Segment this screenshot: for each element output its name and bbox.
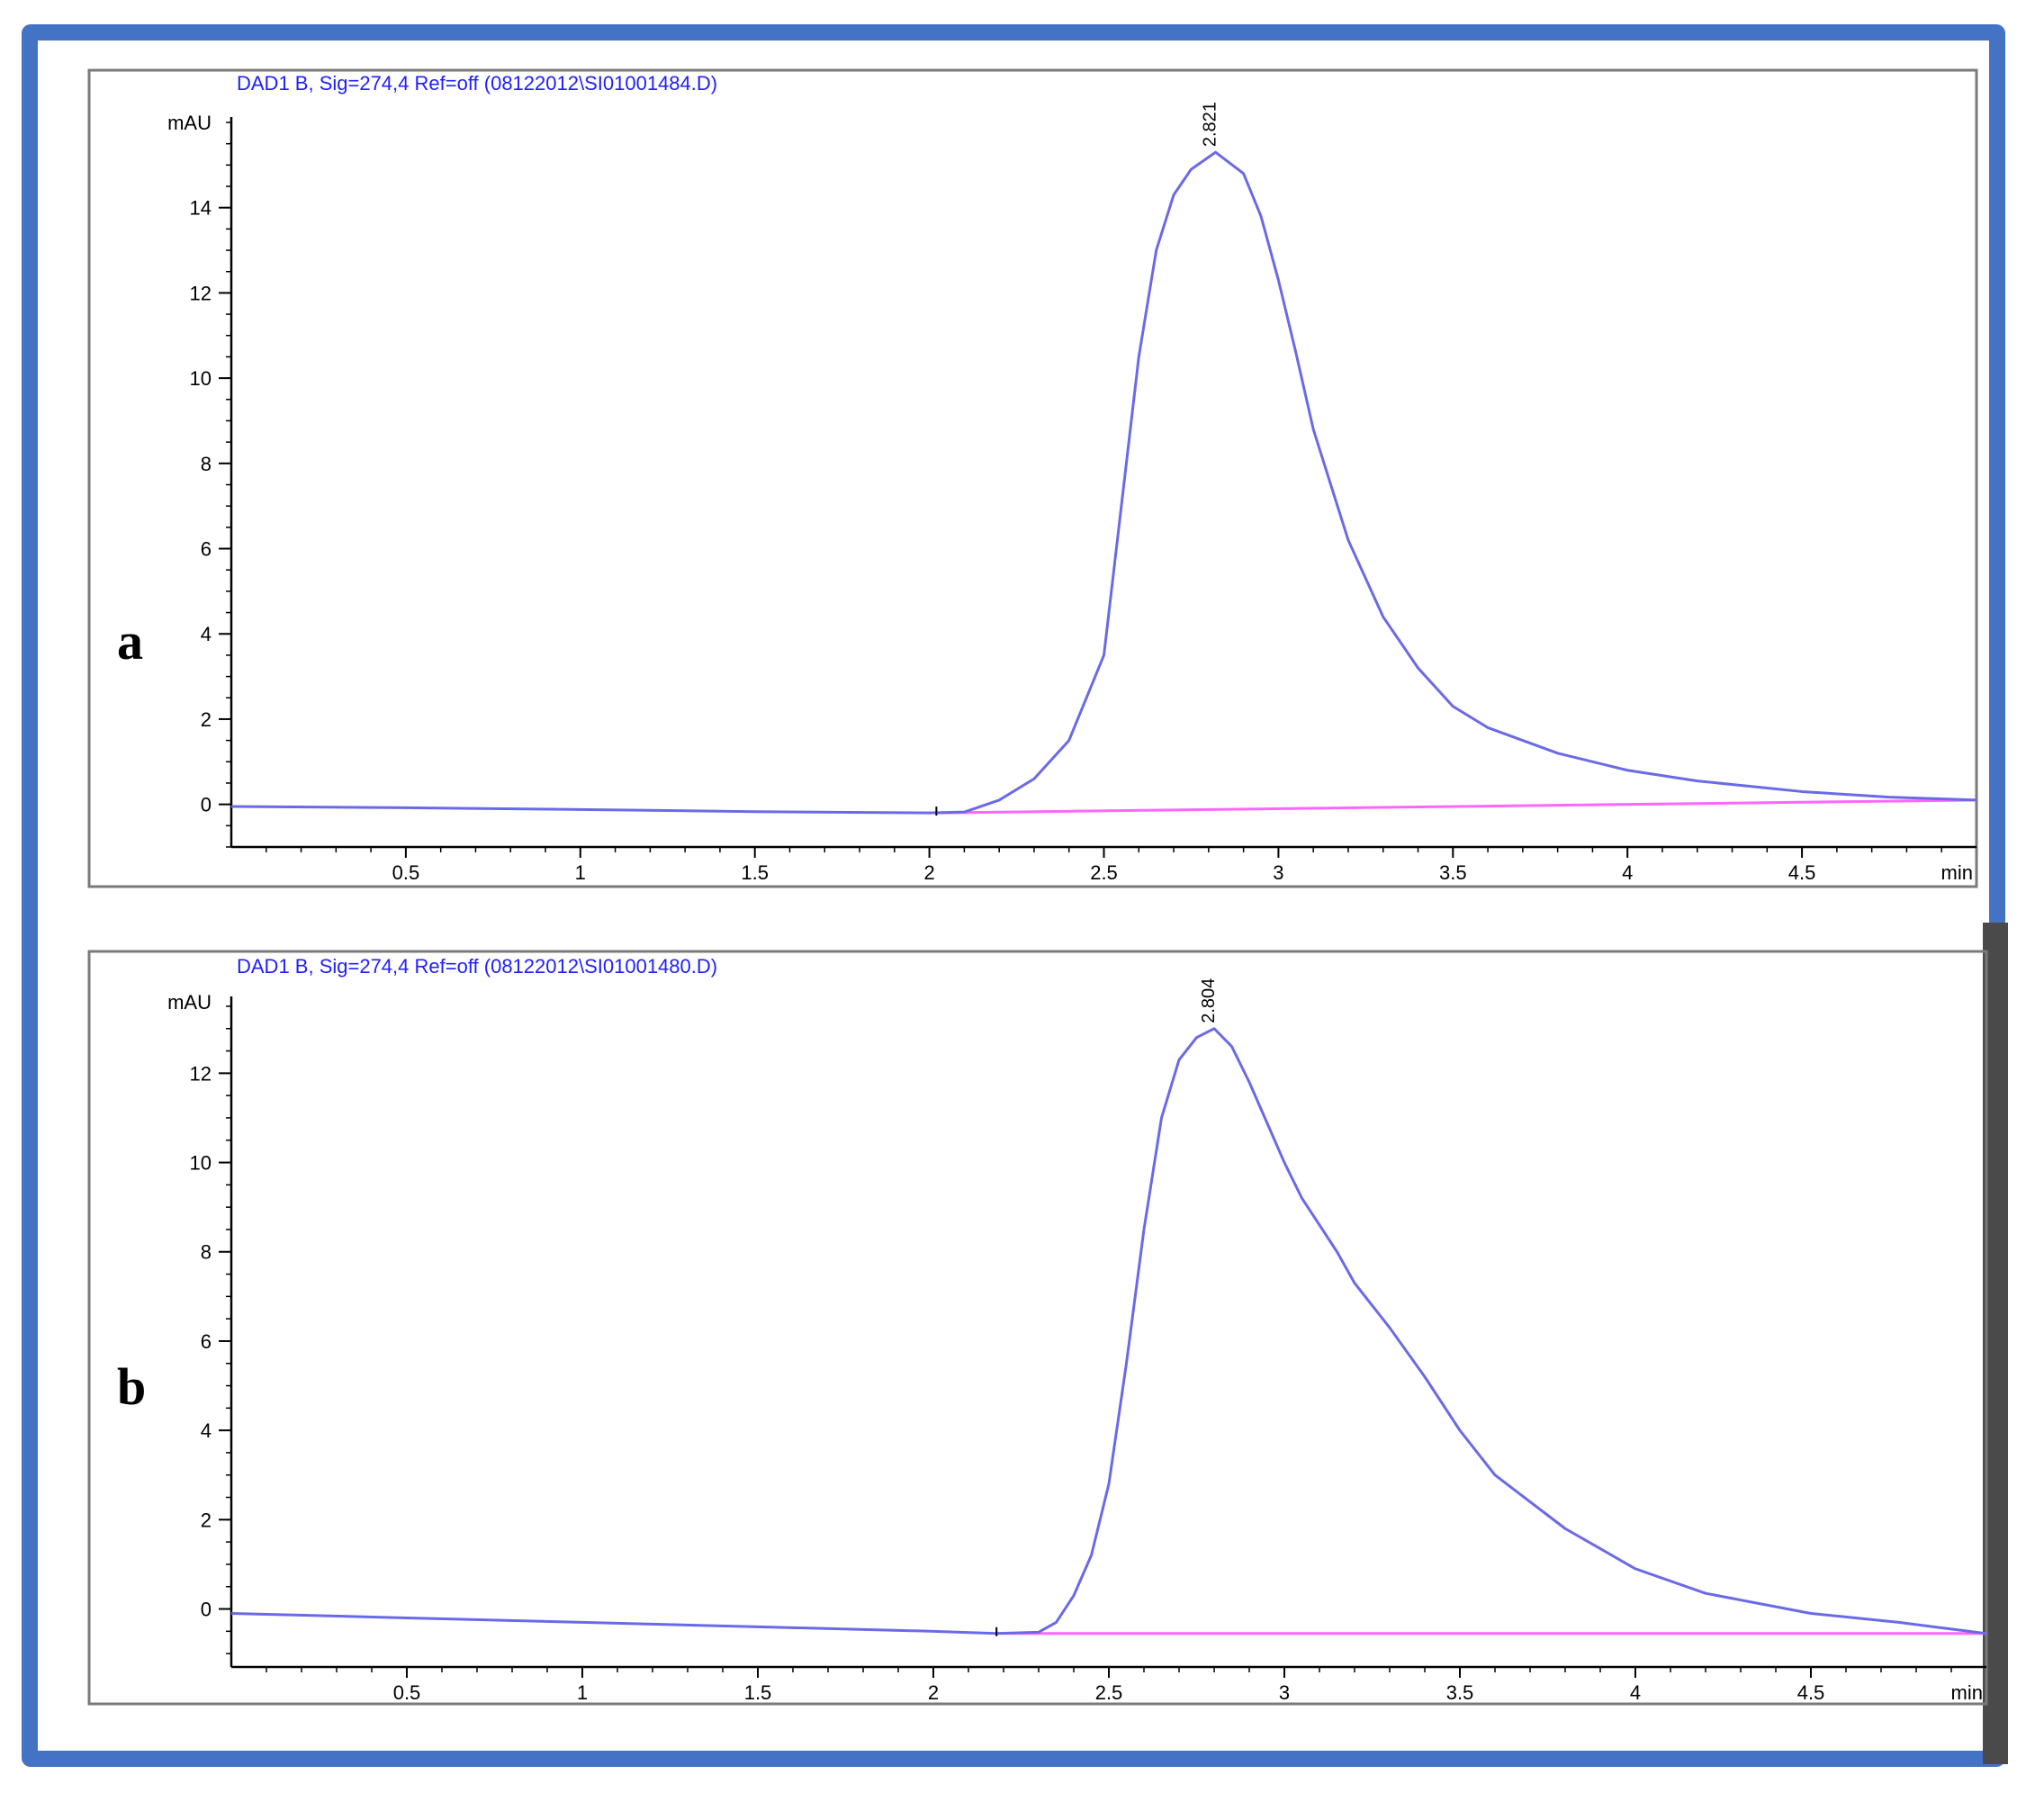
peak-retention-label: 2.804 (1199, 978, 1219, 1023)
x-tick-label: 4 (1622, 861, 1633, 884)
panel-label: a (117, 612, 143, 671)
y-tick-label: 8 (201, 1241, 212, 1264)
x-tick-label: 3.5 (1439, 861, 1467, 884)
x-tick-label: 0.5 (392, 861, 420, 884)
y-tick-label: 8 (201, 453, 212, 475)
x-tick-label: 1 (575, 861, 586, 884)
y-tick-label: 12 (190, 282, 212, 304)
panel-label: b (117, 1357, 146, 1416)
y-tick-label: 10 (190, 367, 212, 390)
panel-box-b (87, 950, 1988, 1706)
x-tick-label: 3 (1273, 861, 1283, 884)
integration-baseline (936, 798, 1977, 815)
x-tick-label: 0.5 (393, 1681, 421, 1704)
y-tick-label: 6 (201, 1330, 212, 1353)
x-axis-unit-label: min (1951, 1681, 1983, 1704)
x-tick-label: 1.5 (744, 1681, 772, 1704)
x-tick-label: 2.5 (1095, 1681, 1123, 1704)
y-tick-label: 6 (201, 538, 212, 561)
peak-retention-label: 2.821 (1201, 102, 1220, 147)
signal-trace (230, 1027, 1987, 1635)
x-tick-label: 1.5 (741, 861, 769, 884)
y-tick-label: 4 (201, 1419, 212, 1442)
y-tick-label: 14 (190, 197, 212, 220)
panel-box-a (87, 68, 1978, 888)
x-tick-label: 4 (1630, 1681, 1641, 1704)
y-tick-label: 12 (190, 1062, 212, 1085)
signal-trace (230, 150, 1977, 815)
x-tick-label: 1 (577, 1681, 588, 1704)
figure-frame (22, 24, 2005, 1767)
x-tick-label: 4.5 (1788, 861, 1816, 884)
x-tick-label: 3.5 (1446, 1681, 1474, 1704)
y-tick-label: 4 (201, 623, 212, 645)
y-axis-unit-label: mAU (167, 112, 212, 134)
chromatogram-title: DAD1 B, Sig=274,4 Ref=off (08122012\SI01… (237, 72, 717, 95)
y-axis-unit-label: mAU (167, 991, 212, 1014)
y-tick-label: 0 (201, 794, 212, 816)
x-tick-label: 2 (928, 1681, 939, 1704)
y-tick-label: 10 (190, 1152, 212, 1175)
y-tick-label: 2 (201, 1509, 212, 1531)
x-axis-unit-label: min (1941, 861, 1973, 884)
x-tick-label: 4.5 (1797, 1681, 1825, 1704)
x-tick-label: 3 (1279, 1681, 1290, 1704)
y-tick-label: 0 (201, 1599, 212, 1621)
x-tick-label: 2 (923, 861, 934, 884)
y-tick-label: 2 (201, 708, 212, 731)
x-tick-label: 2.5 (1090, 861, 1118, 884)
chromatogram-title: DAD1 B, Sig=274,4 Ref=off (08122012\SI01… (237, 955, 717, 978)
